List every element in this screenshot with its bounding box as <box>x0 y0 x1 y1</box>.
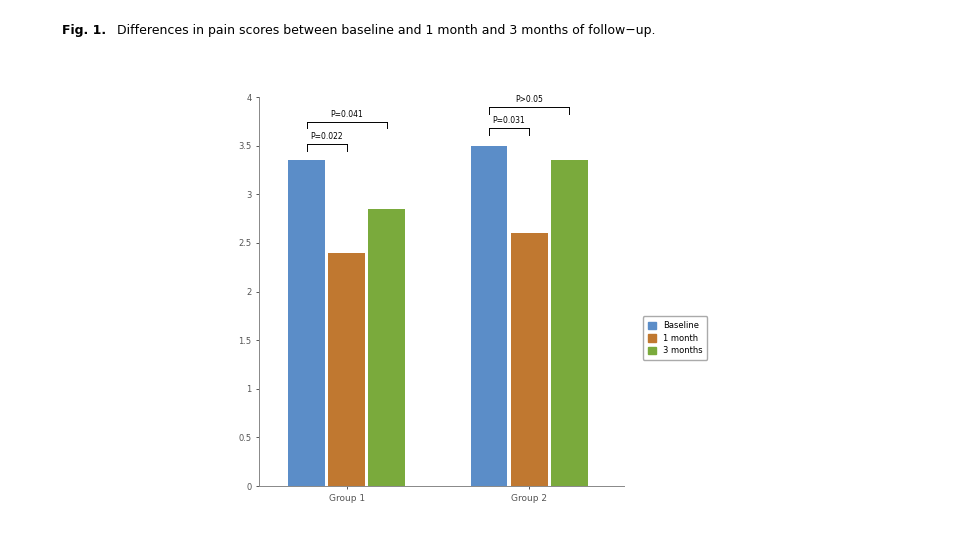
Text: P=0.022: P=0.022 <box>310 132 343 141</box>
Bar <box>288 160 325 486</box>
Legend: Baseline, 1 month, 3 months: Baseline, 1 month, 3 months <box>643 316 708 360</box>
Bar <box>369 209 405 486</box>
Text: Differences in pain scores between baseline and 1 month and 3 months of follow−u: Differences in pain scores between basel… <box>113 24 656 37</box>
Text: Fig. 1.: Fig. 1. <box>62 24 107 37</box>
Bar <box>551 160 588 486</box>
Text: P>0.05: P>0.05 <box>516 95 543 104</box>
Text: P=0.031: P=0.031 <box>492 117 525 125</box>
Bar <box>328 253 365 486</box>
Bar <box>511 233 547 486</box>
Text: P=0.041: P=0.041 <box>330 110 363 119</box>
Text: International Neurourology Journal 2012;16:41−46: International Neurourology Journal 2012;… <box>18 120 28 420</box>
Bar <box>470 146 508 486</box>
